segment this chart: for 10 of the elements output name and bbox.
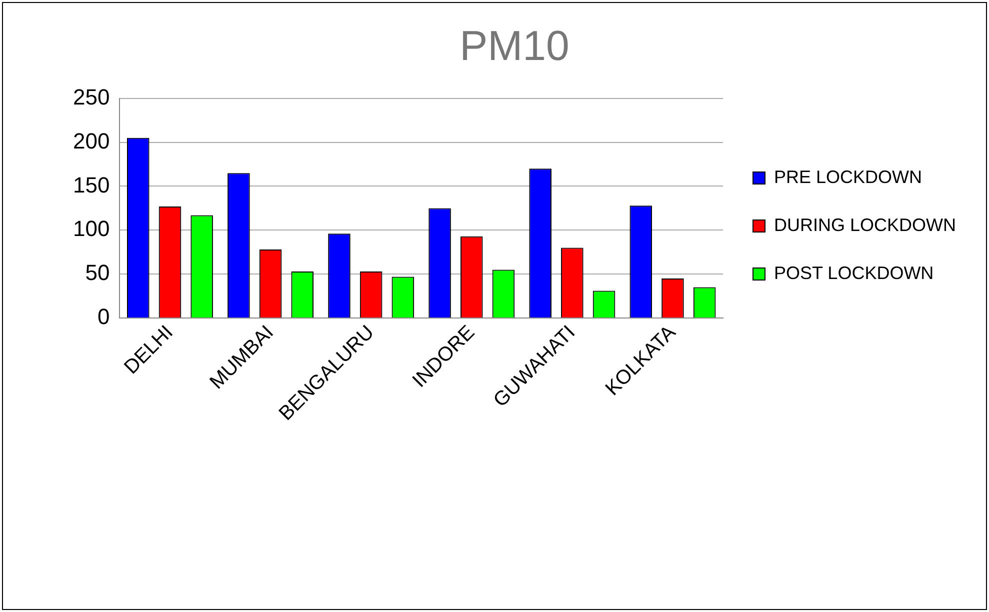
legend-label: PRE LOCKDOWN	[774, 166, 922, 187]
chart-title: PM10	[460, 22, 570, 69]
y-tick-label: 250	[72, 84, 110, 110]
y-tick-label: 0	[97, 304, 110, 330]
legend-label: DURING LOCKDOWN	[774, 214, 956, 235]
y-tick-label: 100	[72, 216, 110, 242]
legend-label: POST LOCKDOWN	[774, 262, 934, 283]
y-tick-label: 200	[72, 128, 110, 154]
y-tick-label: 150	[72, 172, 110, 198]
y-tick-label: 50	[85, 260, 110, 286]
